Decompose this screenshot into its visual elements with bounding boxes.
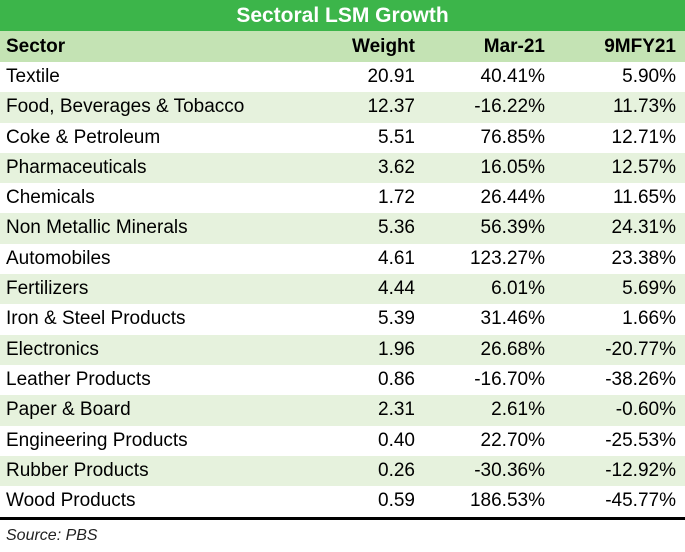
cell-mar-21: -30.36%	[474, 459, 545, 481]
table-body: Textile 20.91 40.41% 5.90% Food, Beverages &…	[0, 62, 685, 516]
table-row: Textile 20.91 40.41% 5.90%	[0, 62, 685, 92]
cell-weight: 0.59	[378, 490, 415, 512]
cell-weight: 1.72	[378, 187, 415, 209]
cell-sector: Chemicals	[6, 187, 95, 209]
cell-weight: 1.96	[378, 338, 415, 360]
table-row: Iron & Steel Products 5.39 31.46% 1.66%	[0, 304, 685, 334]
source-note: Source: PBS	[6, 527, 98, 544]
column-header-weight: Weight	[352, 36, 415, 57]
cell-weight: 5.36	[378, 217, 415, 239]
cell-9mfy21: 12.57%	[611, 156, 676, 178]
cell-9mfy21: 5.69%	[622, 278, 676, 300]
cell-weight: 4.44	[378, 278, 415, 300]
cell-9mfy21: 24.31%	[611, 217, 676, 239]
cell-mar-21: 16.05%	[480, 156, 545, 178]
cell-weight: 5.39	[378, 308, 415, 330]
cell-mar-21: 31.46%	[480, 308, 545, 330]
cell-sector: Wood Products	[6, 490, 136, 512]
cell-mar-21: -16.22%	[474, 96, 545, 118]
table-row: Chemicals 1.72 26.44% 11.65%	[0, 183, 685, 213]
cell-9mfy21: -38.26%	[605, 368, 676, 390]
column-header-mar-21: Mar-21	[483, 36, 545, 57]
table-row: Automobiles 4.61 123.27% 23.38%	[0, 244, 685, 274]
cell-weight: 0.26	[378, 459, 415, 481]
table-title: Sectoral LSM Growth	[0, 0, 685, 31]
cell-sector: Rubber Products	[6, 459, 149, 481]
cell-sector: Non Metallic Minerals	[6, 217, 188, 239]
table-row: Coke & Petroleum 5.51 76.85% 12.71%	[0, 123, 685, 153]
cell-9mfy21: -25.53%	[605, 429, 676, 451]
cell-9mfy21: 23.38%	[611, 247, 676, 269]
cell-9mfy21: -12.92%	[605, 459, 676, 481]
cell-mar-21: -16.70%	[474, 368, 545, 390]
cell-sector: Coke & Petroleum	[6, 126, 161, 148]
cell-mar-21: 22.70%	[480, 429, 545, 451]
column-header-sector: Sector	[6, 36, 66, 57]
cell-sector: Leather Products	[6, 368, 151, 390]
cell-weight: 5.51	[378, 126, 415, 148]
cell-weight: 0.86	[378, 368, 415, 390]
table-row: Electronics 1.96 26.68% -20.77%	[0, 334, 685, 365]
cell-sector: Food, Beverages & Tobacco	[6, 96, 245, 118]
cell-mar-21: 76.85%	[480, 126, 545, 148]
cell-9mfy21: -0.60%	[615, 399, 676, 421]
cell-sector: Fertilizers	[6, 278, 89, 300]
table-row: Paper & Board 2.31 2.61% -0.60%	[0, 395, 685, 426]
cell-9mfy21: -45.77%	[605, 490, 676, 512]
cell-mar-21: 123.27%	[469, 247, 545, 269]
cell-mar-21: 56.39%	[480, 217, 545, 239]
cell-mar-21: 26.44%	[480, 187, 545, 209]
cell-weight: 0.40	[378, 429, 415, 451]
cell-mar-21: 186.53%	[469, 490, 545, 512]
cell-weight: 3.62	[378, 156, 415, 178]
table-row: Wood Products 0.59 186.53% -45.77%	[0, 486, 685, 516]
cell-sector: Paper & Board	[6, 399, 131, 421]
cell-mar-21: 26.68%	[480, 338, 545, 360]
column-header-9mfy21: 9MFY21	[604, 36, 676, 57]
cell-sector: Automobiles	[6, 247, 111, 269]
table-row: Pharmaceuticals 3.62 16.05% 12.57%	[0, 152, 685, 184]
cell-9mfy21: -20.77%	[605, 338, 676, 360]
cell-weight: 20.91	[367, 66, 415, 87]
cell-sector: Electronics	[6, 338, 99, 360]
cell-9mfy21: 5.90%	[622, 66, 676, 87]
table-row: Non Metallic Minerals 5.36 56.39% 24.31%	[0, 213, 685, 244]
table-row: Fertilizers 4.44 6.01% 5.69%	[0, 274, 685, 305]
cell-9mfy21: 11.65%	[612, 187, 676, 209]
cell-sector: Engineering Products	[6, 429, 188, 451]
cell-9mfy21: 11.73%	[612, 96, 676, 118]
cell-sector: Iron & Steel Products	[6, 308, 186, 330]
cell-weight: 4.61	[378, 247, 415, 269]
table-row: Engineering Products 0.40 22.70% -25.53%	[0, 426, 685, 456]
cell-weight: 2.31	[378, 399, 415, 421]
cell-sector: Pharmaceuticals	[6, 156, 147, 178]
cell-weight: 12.37	[367, 96, 415, 118]
cell-mar-21: 6.01%	[491, 278, 545, 300]
table-row: Rubber Products 0.26 -30.36% -12.92%	[0, 455, 685, 487]
cell-9mfy21: 12.71%	[611, 126, 676, 148]
table-header-row: Sector Weight Mar-21 9MFY21	[0, 31, 685, 62]
cell-sector: Textile	[6, 66, 60, 87]
cell-9mfy21: 1.66%	[622, 308, 676, 330]
table-bottom-rule	[0, 517, 685, 520]
cell-mar-21: 40.41%	[480, 66, 545, 87]
table-row: Food, Beverages & Tobacco 12.37 -16.22% 11.…	[0, 92, 685, 123]
table-row: Leather Products 0.86 -16.70% -38.26%	[0, 365, 685, 395]
cell-mar-21: 2.61%	[491, 399, 545, 421]
